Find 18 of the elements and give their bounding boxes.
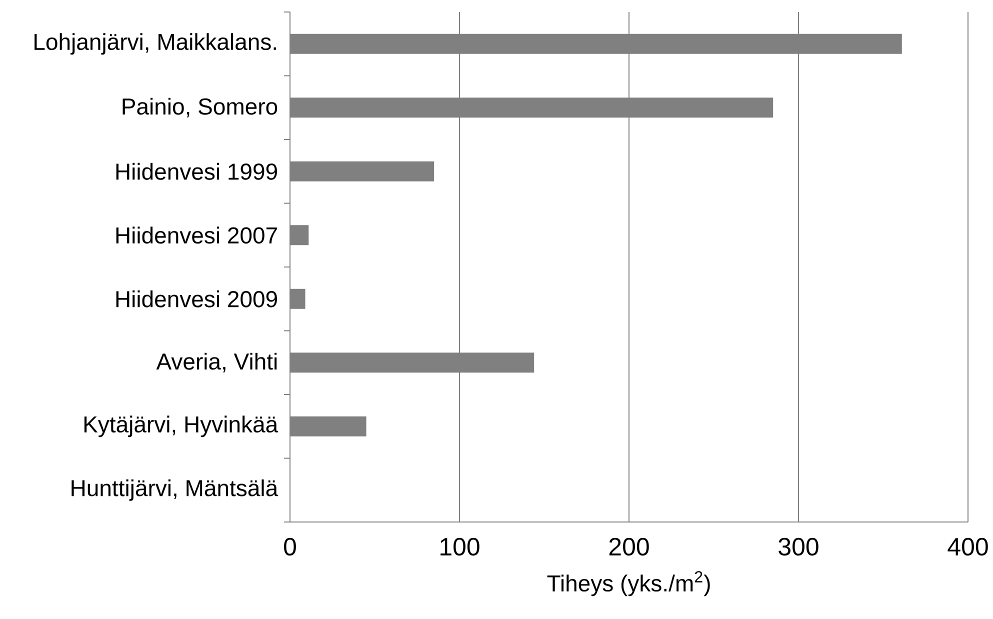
x-tick-label: 300 (778, 538, 818, 556)
x-axis-title: Tiheys (yks./m$^{2}$) (547, 571, 710, 596)
y-tick-label: Painio, Somero (122, 98, 278, 118)
x-tick-label: 0 (284, 538, 296, 556)
y-tick-label: Hunttijärvi, Mäntsälä (72, 479, 278, 501)
y-tick-label: Hiidenvesi 2009 (116, 290, 277, 308)
bar (290, 225, 309, 246)
y-tick-label: Kytäjärvi, Hyvinkää (84, 416, 278, 438)
x-tick-label: 400 (948, 538, 988, 556)
bar (290, 288, 306, 309)
bar (290, 416, 366, 436)
y-tick-label: Hiidenvesi 2007 (116, 226, 277, 244)
y-tick-label: Averia, Vihti (156, 352, 277, 372)
y-tick-label: Lohjanjärvi, Maikkalans. (34, 33, 276, 55)
y-tick-label: Hiidenvesi 1999 (116, 162, 277, 180)
x-tick-label: 200 (609, 538, 649, 556)
x-tick-label: 100 (440, 538, 480, 556)
bar (290, 161, 434, 182)
